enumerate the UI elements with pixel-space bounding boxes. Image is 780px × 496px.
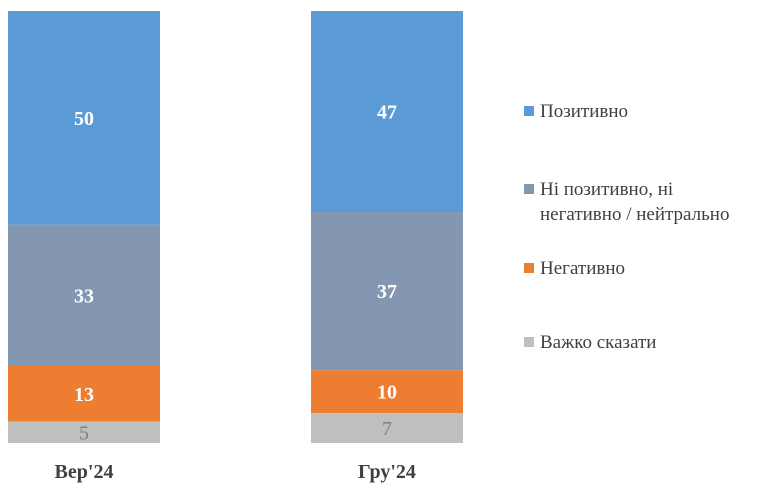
data-label: 37 xyxy=(377,281,397,303)
legend-label: Важко сказати xyxy=(540,332,657,353)
bar-segment xyxy=(311,11,463,213)
bar-segment xyxy=(8,11,160,225)
legend-item: Важко сказати xyxy=(524,330,656,355)
legend-item: Позитивно xyxy=(524,99,628,124)
bar-segment xyxy=(311,413,463,443)
bar-segment xyxy=(311,212,463,371)
legend-swatch xyxy=(524,337,534,347)
legend-swatch xyxy=(524,106,534,116)
legend-label: Позитивно xyxy=(540,101,629,122)
bar-segment xyxy=(8,421,160,443)
bar-segment xyxy=(8,366,160,422)
data-label: 33 xyxy=(74,285,94,307)
x-tick-label: Гру'24 xyxy=(358,461,416,483)
legend-item: Негативно xyxy=(524,256,625,281)
legend-label: Ні позитивно, ні негативно / нейтрально xyxy=(540,179,730,225)
data-label: 50 xyxy=(74,108,94,130)
legend-item: Ні позитивно, ні негативно / нейтрально xyxy=(524,177,729,227)
legend: Позитивно Ні позитивно, ні негативно / не… xyxy=(524,0,780,496)
bar-segment xyxy=(311,370,463,414)
stacked-bar-plot: 50 33 13 5 Вер'24 47 37 10 7 Гру'24 xyxy=(8,11,463,483)
legend-swatch xyxy=(524,184,534,194)
data-label: 7 xyxy=(382,418,392,440)
bar-segment xyxy=(8,224,160,367)
data-label: 47 xyxy=(377,102,397,124)
x-tick-label: Вер'24 xyxy=(55,461,114,483)
legend-swatch xyxy=(524,263,534,273)
legend-label: Негативно xyxy=(540,258,625,279)
data-label: 13 xyxy=(74,384,94,406)
data-label: 5 xyxy=(79,422,89,444)
data-label: 10 xyxy=(377,382,397,404)
